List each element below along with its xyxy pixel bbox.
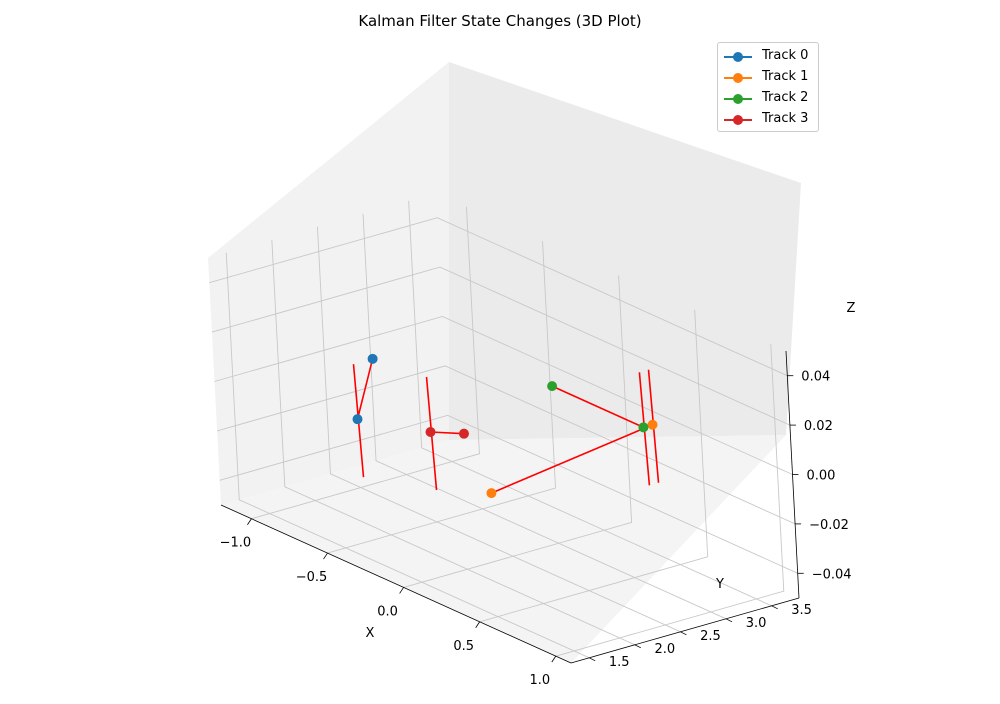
state-change-arrow bbox=[551, 385, 644, 429]
data-point bbox=[352, 414, 363, 425]
x-tick bbox=[399, 587, 404, 594]
legend-label: Track 3 bbox=[762, 111, 809, 126]
x-tick-label: −1.0 bbox=[220, 536, 252, 551]
y-tick bbox=[771, 605, 778, 610]
grid-line-y bbox=[316, 226, 681, 633]
y-tick-label: 1.5 bbox=[609, 655, 630, 670]
x-axis-label: X bbox=[366, 626, 375, 641]
y-tick-label: 3.5 bbox=[791, 603, 812, 618]
y-tick bbox=[634, 644, 642, 649]
tick-labels: −1.0 −0.5 0.0 0.5 1.0 1.5 2.0 2.5 3.0 3.5 −0.04 −0.… bbox=[220, 370, 852, 688]
grid-line-x bbox=[479, 309, 709, 623]
y-axis-label: Y bbox=[715, 577, 724, 592]
z-tick-label: 0.00 bbox=[807, 469, 836, 484]
legend-label: Track 2 bbox=[762, 90, 809, 105]
z-tick-label: 0.02 bbox=[804, 419, 833, 434]
grid-line-z bbox=[209, 217, 788, 377]
grid-line-y bbox=[362, 213, 727, 620]
grid-line-x bbox=[251, 206, 480, 520]
data-point bbox=[647, 419, 658, 430]
pane-left bbox=[208, 62, 449, 505]
grid-line-z bbox=[216, 365, 796, 525]
x-tick-label: 1.0 bbox=[529, 673, 550, 688]
y-tick bbox=[725, 618, 733, 623]
z-axis-label: Z bbox=[847, 301, 856, 316]
x-tick bbox=[247, 518, 252, 525]
data-point bbox=[486, 488, 497, 499]
grid-lines bbox=[209, 200, 798, 659]
z-tick-label: −0.04 bbox=[812, 567, 852, 582]
data-point bbox=[458, 428, 469, 439]
y-tick bbox=[589, 657, 596, 662]
grid-line-z bbox=[219, 414, 798, 574]
state-change-arrow bbox=[430, 431, 465, 435]
pane-floor bbox=[221, 435, 786, 663]
y-tick-label: 2.0 bbox=[654, 642, 675, 657]
chart-marks bbox=[352, 353, 660, 499]
legend-label: Track 1 bbox=[762, 69, 809, 84]
legend-marker bbox=[733, 115, 743, 125]
y-tick bbox=[680, 631, 687, 636]
grid-line-z bbox=[211, 266, 791, 426]
legend-item: Track 3 bbox=[718, 109, 818, 129]
y-axis-line bbox=[570, 597, 800, 664]
grid-line-x bbox=[327, 241, 556, 554]
x-tick-label: 0.5 bbox=[453, 639, 474, 654]
x-tick bbox=[323, 552, 328, 560]
x-tick-label: 0.0 bbox=[377, 604, 398, 619]
x-tick-label: −0.5 bbox=[296, 570, 328, 585]
legend-item: Track 1 bbox=[718, 67, 818, 87]
y-tick-label: 2.5 bbox=[700, 629, 721, 644]
grid-line-x bbox=[403, 275, 633, 588]
grid-line-y bbox=[225, 252, 590, 659]
legend-item: Track 2 bbox=[718, 88, 818, 108]
state-change-arrow bbox=[356, 358, 374, 420]
z-tick-label: 0.04 bbox=[801, 370, 830, 385]
state-change-arrow bbox=[491, 424, 653, 494]
x-axis-line bbox=[220, 504, 572, 664]
chart-title: Kalman Filter State Changes (3D Plot) bbox=[358, 12, 642, 30]
pane-back bbox=[449, 62, 801, 440]
grid-line-y bbox=[271, 239, 636, 646]
legend-marker bbox=[733, 73, 743, 83]
data-point bbox=[425, 426, 436, 437]
z-tick-label: −0.02 bbox=[809, 518, 849, 533]
x-tick bbox=[551, 655, 557, 663]
grid-line-y bbox=[408, 200, 772, 607]
legend-item: Track 0 bbox=[718, 46, 818, 66]
legend-marker bbox=[733, 52, 743, 62]
data-point bbox=[367, 353, 378, 364]
axes bbox=[220, 350, 804, 664]
data-point bbox=[638, 422, 649, 433]
legend-marker bbox=[733, 94, 743, 104]
legend: Track 0 Track 1 Track 2 Track 3 bbox=[717, 42, 819, 132]
grid-line-x bbox=[555, 344, 785, 657]
y-tick-label: 3.0 bbox=[746, 616, 767, 631]
grid-line-z bbox=[214, 316, 793, 475]
x-tick bbox=[475, 621, 481, 629]
data-point bbox=[547, 381, 558, 392]
legend-label: Track 0 bbox=[762, 48, 809, 63]
